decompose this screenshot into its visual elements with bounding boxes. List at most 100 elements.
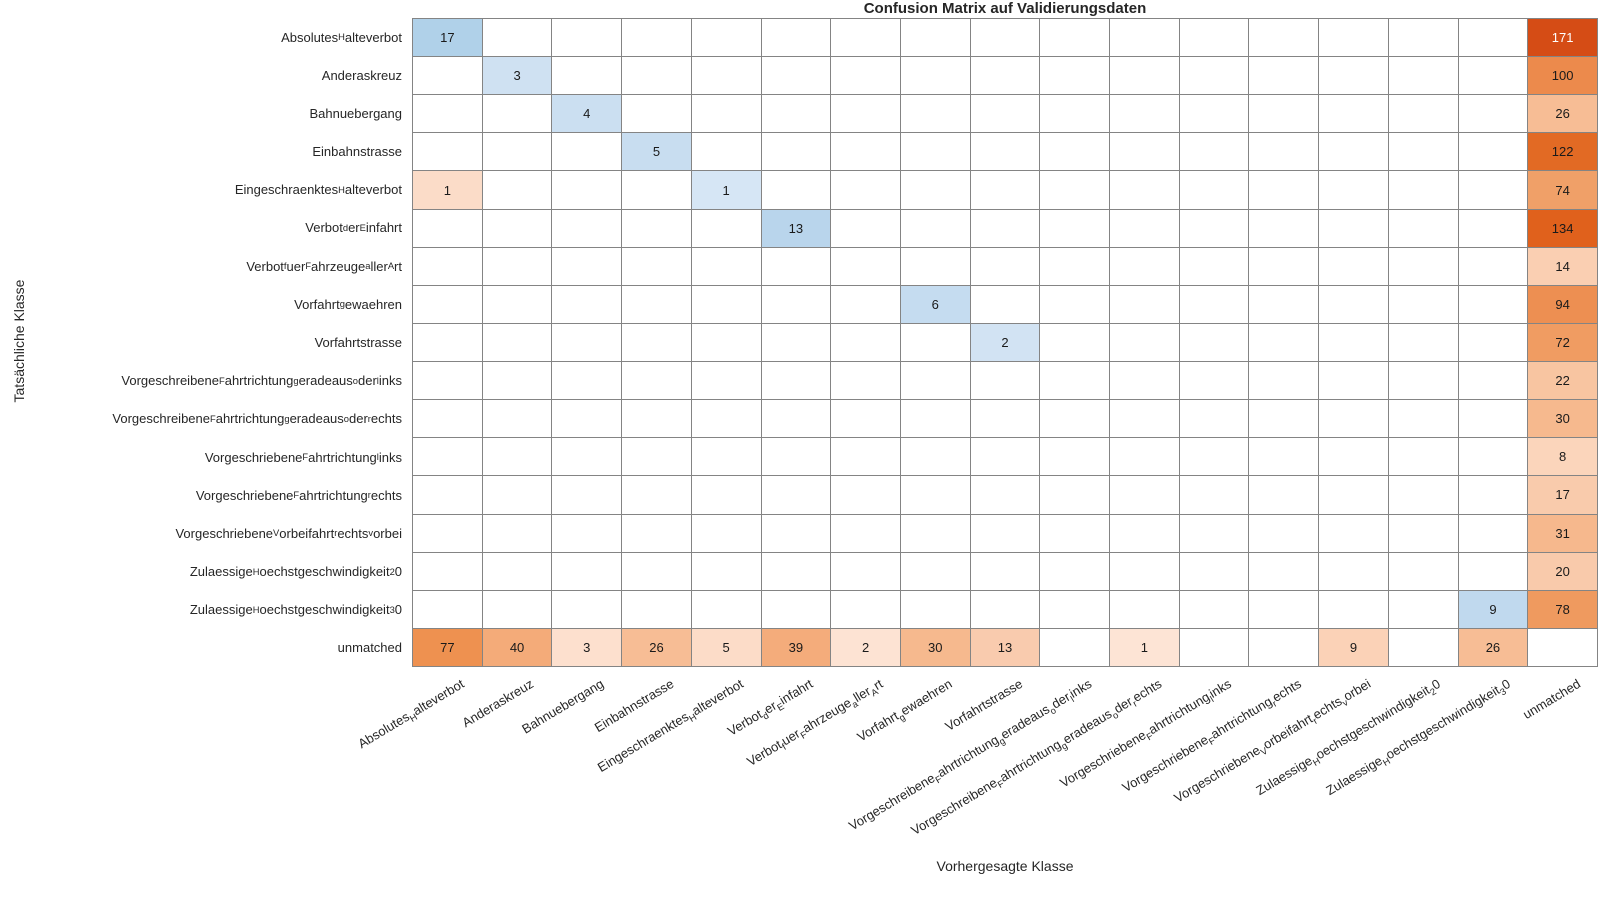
matrix-cell (1249, 19, 1319, 57)
matrix-cell (1040, 438, 1110, 476)
matrix-cell (1388, 590, 1458, 628)
x-tick-label: ZulaessigeHoechstgeschwindigkeit30 (1323, 676, 1514, 799)
matrix-cell (831, 438, 900, 476)
matrix-cell: 26 (1458, 628, 1528, 666)
matrix-cell (970, 514, 1040, 552)
matrix-cell (1249, 590, 1319, 628)
matrix-cell (1110, 285, 1179, 323)
matrix-cell (1319, 400, 1388, 438)
matrix-cell (1388, 247, 1458, 285)
matrix-cell (1319, 285, 1388, 323)
matrix-cell (761, 552, 831, 590)
matrix-cell (1040, 552, 1110, 590)
matrix-cell: 13 (970, 628, 1040, 666)
matrix-cell: 39 (761, 628, 831, 666)
matrix-cell (1040, 590, 1110, 628)
matrix-cell (482, 552, 552, 590)
matrix-cell (761, 362, 831, 400)
x-tick-label: VorgeschriebeneFahrtrichtungrechts (1119, 676, 1304, 796)
matrix-cell (1110, 171, 1179, 209)
matrix-cell (900, 95, 970, 133)
matrix-cell: 77 (413, 628, 482, 666)
matrix-cell (831, 552, 900, 590)
matrix-cell: 31 (1528, 514, 1597, 552)
matrix-cell (622, 247, 691, 285)
matrix-cell (831, 285, 900, 323)
matrix-cell (1319, 323, 1388, 362)
matrix-cell (1179, 476, 1249, 514)
matrix-cell: 122 (1528, 133, 1597, 171)
matrix-cell (622, 476, 691, 514)
matrix-cell (1249, 552, 1319, 590)
matrix-cell (1040, 95, 1110, 133)
y-tick-label: Anderaskreuz (321, 67, 402, 83)
matrix-cell (761, 285, 831, 323)
matrix-cell (970, 438, 1040, 476)
matrix-cell: 40 (482, 628, 552, 666)
matrix-cell (970, 171, 1040, 209)
matrix-cell (1319, 133, 1388, 171)
matrix-cell (761, 476, 831, 514)
matrix-cell: 171 (1528, 19, 1597, 57)
matrix-cell: 8 (1528, 438, 1597, 476)
matrix-cell: 26 (1528, 95, 1597, 133)
matrix-cell (761, 171, 831, 209)
matrix-cell: 2 (831, 628, 900, 666)
matrix-cell (761, 514, 831, 552)
matrix-cell (1249, 323, 1319, 362)
matrix-cell (691, 552, 761, 590)
matrix-cell (900, 590, 970, 628)
matrix-cell (1179, 57, 1249, 95)
matrix-cell (552, 552, 622, 590)
matrix-cell (1110, 95, 1179, 133)
matrix-cell (1458, 247, 1528, 285)
matrix-cell (482, 323, 552, 362)
matrix-cell (831, 133, 900, 171)
matrix-cell: 14 (1528, 247, 1597, 285)
matrix-cell (900, 438, 970, 476)
matrix-cell (1110, 400, 1179, 438)
matrix-cell (691, 590, 761, 628)
matrix-cell (1179, 590, 1249, 628)
matrix-cell (413, 400, 482, 438)
matrix-cell (970, 95, 1040, 133)
matrix-cell (482, 400, 552, 438)
matrix-cell (1319, 362, 1388, 400)
matrix-cell (1249, 400, 1319, 438)
matrix-cell (831, 171, 900, 209)
matrix-cell (1388, 133, 1458, 171)
matrix-cell: 20 (1528, 552, 1597, 590)
matrix-cell (900, 323, 970, 362)
matrix-cell (900, 209, 970, 247)
matrix-cell (1110, 247, 1179, 285)
matrix-cell (1110, 438, 1179, 476)
matrix-cell: 30 (900, 628, 970, 666)
matrix-cell (1040, 400, 1110, 438)
x-tick-label: unmatched (1519, 676, 1583, 722)
matrix-cell (970, 285, 1040, 323)
matrix-cell (1110, 362, 1179, 400)
matrix-cell (1458, 514, 1528, 552)
matrix-cell: 78 (1528, 590, 1597, 628)
x-tick-label: Vorfahrtgewaehren (854, 676, 955, 745)
matrix-cell: 5 (622, 133, 691, 171)
x-tick-label: VorgeschreibeneFahrtrichtunggeradeausode… (908, 676, 1165, 839)
matrix-cell (1110, 57, 1179, 95)
matrix-cell (1458, 476, 1528, 514)
matrix-cell (1458, 19, 1528, 57)
matrix-cell (1388, 400, 1458, 438)
matrix-cell (1249, 247, 1319, 285)
matrix-cell (413, 438, 482, 476)
matrix-cell (970, 590, 1040, 628)
matrix-cell: 17 (413, 19, 482, 57)
matrix-cell (761, 133, 831, 171)
matrix-cell (622, 323, 691, 362)
matrix-cell (622, 171, 691, 209)
matrix-cell (1179, 19, 1249, 57)
matrix-cell (622, 400, 691, 438)
matrix-cell (1110, 476, 1179, 514)
matrix-cell (1388, 323, 1458, 362)
